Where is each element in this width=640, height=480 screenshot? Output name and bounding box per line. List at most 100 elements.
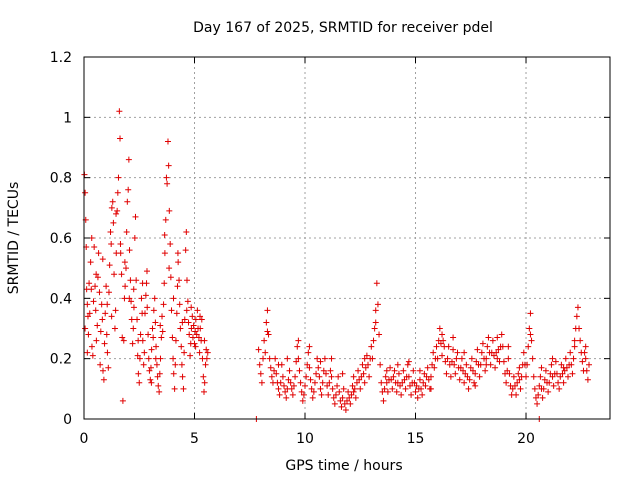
data-point [374,301,381,308]
data-point [586,361,593,368]
data-point [583,367,590,374]
data-point [317,358,324,365]
data-point [429,361,436,368]
data-point [526,325,533,332]
data-point [151,295,158,302]
data-point [268,373,275,380]
data-point [314,355,321,362]
x-axis-label: GPS time / hours [285,458,402,474]
data-point [540,385,547,392]
data-point [189,313,196,320]
data-point [188,304,195,311]
data-point [158,334,165,341]
data-point [121,259,128,266]
data-point [170,370,177,377]
data-point [384,388,391,395]
data-point [478,349,485,356]
data-point [452,370,459,377]
data-point [490,352,497,359]
data-point [142,292,149,299]
data-point [539,394,546,401]
data-point [542,367,549,374]
data-point [105,289,112,296]
data-point [418,385,425,392]
data-point [306,343,313,350]
data-point [477,361,484,368]
data-point [130,304,137,311]
data-point [456,376,463,383]
data-point [419,391,426,398]
data-point [273,370,280,377]
data-point [485,334,492,341]
data-point [534,400,541,407]
data-point [170,355,177,362]
data-point [179,373,186,380]
x-tick-label: 5 [190,431,199,447]
data-point [372,307,379,314]
data-point [114,207,121,214]
data-point [348,391,355,398]
data-point [157,322,164,329]
data-point [427,385,434,392]
y-tick-label: 0.4 [50,291,72,307]
data-point [136,379,143,386]
data-point [262,349,269,356]
data-point [489,337,496,344]
data-point [176,301,183,308]
data-point [336,388,343,395]
data-point [559,370,566,377]
data-point [405,373,412,380]
y-tick-label: 1 [63,110,72,126]
data-point [118,271,125,278]
data-point [186,331,193,338]
data-point [388,376,395,383]
data-point [552,358,559,365]
data-point [545,388,552,395]
x-tick-label: 0 [80,431,89,447]
data-point [323,370,330,377]
data-point [513,391,520,398]
data-point [338,403,345,410]
y-tick-label: 1.2 [50,50,72,66]
data-point [494,355,501,362]
data-point [378,379,385,386]
data-point [174,250,181,257]
data-point [119,397,126,404]
data-point [529,355,536,362]
data-point [94,274,101,281]
data-point [92,307,99,314]
data-point [398,391,405,398]
chart-title: Day 167 of 2025, SRMTID for receiver pde… [193,20,493,36]
data-point [135,337,142,344]
data-point [329,385,336,392]
data-point [505,355,512,362]
data-point [261,337,268,344]
data-point [317,385,324,392]
data-point [571,337,578,344]
x-tick-label: 20 [517,431,535,447]
data-point [395,370,402,377]
data-point [304,361,311,368]
data-point [94,322,101,329]
data-point [535,391,542,398]
data-point [390,373,397,380]
data-point [145,331,152,338]
data-point [166,265,173,272]
data-point [555,379,562,386]
data-point [556,385,563,392]
data-point [201,388,208,395]
data-point [141,349,148,356]
data-point [130,325,137,332]
data-point [133,277,140,284]
data-point [439,352,446,359]
data-point [327,367,334,374]
data-point [168,307,175,314]
data-point [568,361,575,368]
data-point [328,373,335,380]
data-point [160,301,167,308]
data-point [86,280,93,287]
data-point [506,370,513,377]
data-point [134,352,141,359]
data-point [96,289,103,296]
